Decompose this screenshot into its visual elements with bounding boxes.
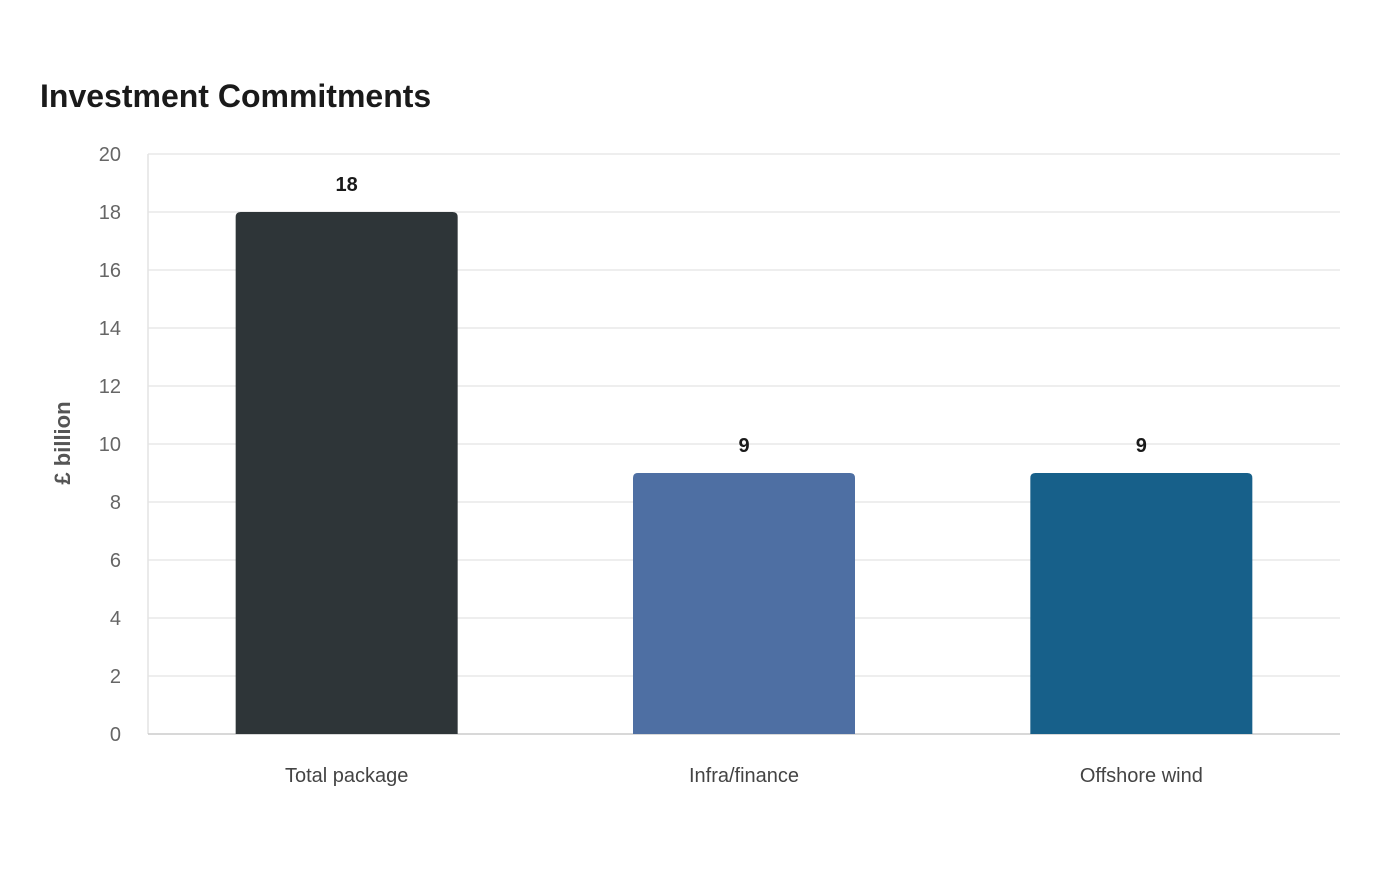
x-tick-label: Offshore wind [1080,765,1203,787]
y-tick-label: 16 [99,260,121,282]
chart-title: Investment Commitments [40,78,432,114]
y-tick-label: 0 [110,724,121,746]
data-label: 18 [336,174,358,196]
y-tick-label: 10 [99,434,121,456]
y-tick-label: 20 [99,144,121,166]
y-tick-label: 12 [99,376,121,398]
x-tick-labels: Total package Infra/finance Offshore wind [285,765,1203,787]
y-tick-labels: 0 2 4 6 8 10 12 14 16 18 20 [99,144,121,746]
data-label: 9 [738,435,749,457]
x-tick-label: Infra/finance [689,765,799,787]
bar-1 [633,473,855,734]
data-labels: 189 9 [336,174,1147,457]
y-axis-label: £ billion [50,401,75,484]
y-tick-label: 2 [110,666,121,688]
bars [235,212,1253,734]
bar-0 [235,212,458,734]
y-tick-label: 14 [99,318,121,340]
y-tick-label: 4 [110,608,121,630]
y-tick-label: 6 [110,550,121,572]
x-tick-label: Total package [285,765,408,787]
y-tick-label: 18 [99,202,121,224]
data-label: 9 [1136,435,1147,457]
bar-2 [1030,473,1253,734]
y-tick-label: 8 [110,492,121,514]
